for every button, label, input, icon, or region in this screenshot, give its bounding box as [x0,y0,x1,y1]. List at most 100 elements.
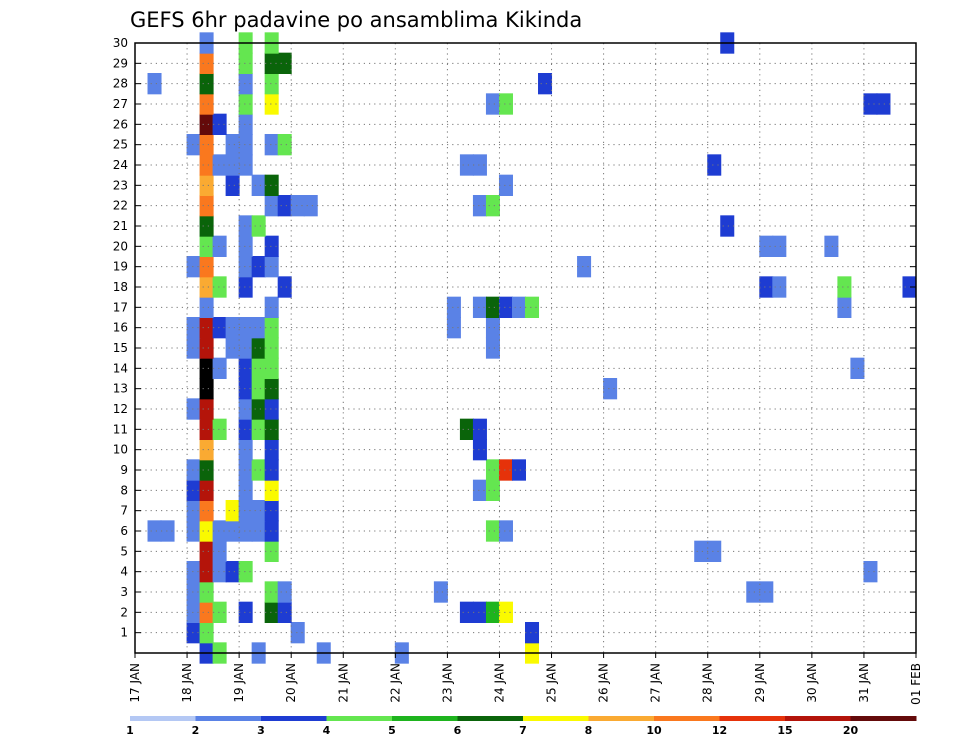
heatmap-cell [303,195,318,217]
x-tick-label: 23 JAN [440,663,454,703]
heatmap-cell [485,337,500,359]
heatmap-cell [199,296,214,318]
heatmap-cell [199,357,214,379]
heatmap-cell [538,73,553,95]
heatmap-cell [264,500,279,522]
heatmap-cell [225,561,240,583]
heatmap-cell [212,113,227,135]
heatmap-cell [199,235,214,257]
heatmap-cell [212,601,227,623]
y-tick-label: 16 [113,321,128,335]
heatmap-cell [485,601,500,623]
heatmap-cell [485,93,500,115]
heatmap-cell [264,418,279,440]
heatmap-cell [199,195,214,217]
y-tick-label: 13 [113,382,128,396]
heatmap-cell [199,418,214,440]
heatmap-cell [759,276,774,298]
y-tick-label: 26 [113,117,128,131]
colorbar-segment [719,716,786,721]
x-tick-label: 25 JAN [545,663,559,703]
y-tick-label: 14 [113,361,128,375]
heatmap-cell [160,520,175,542]
heatmap-cell [498,601,513,623]
heatmap-cell [472,439,487,461]
heatmap-cell [238,337,253,359]
heatmap-cell [251,459,266,481]
heatmap-cell [251,357,266,379]
heatmap-cell [238,357,253,379]
y-tick-label: 23 [113,178,128,192]
heatmap-cell [837,296,852,318]
heatmap-cell [186,134,201,156]
heatmap-cell [511,459,526,481]
colorbar-segment [523,716,589,721]
y-tick-label: 1 [120,626,128,640]
heatmap-cell [264,398,279,420]
colorbar-segment [785,716,851,721]
heatmap-cell [446,296,461,318]
heatmap-cell [264,174,279,196]
y-tick-label: 21 [113,219,128,233]
colorbar-segment [130,716,196,721]
heatmap-cell [264,93,279,115]
heatmap-cell [837,276,852,298]
heatmap-cell [147,520,162,542]
heatmap-cell [186,601,201,623]
dotted-grid [135,43,916,653]
heatmap-cell [525,622,540,644]
heatmap-cell [225,134,240,156]
heatmap-cell [238,256,253,278]
heatmap-cell [694,540,709,562]
heatmap-cell [277,134,292,156]
y-tick-label: 3 [120,585,128,599]
heatmap-cell [212,520,227,542]
y-tick-label: 18 [113,280,128,294]
y-axis: 1234567891011121314151617181920212223242… [113,36,916,640]
colorbar-segment [588,716,655,721]
heatmap-cell [238,93,253,115]
heatmap-cell [251,215,266,237]
heatmap-cell [498,93,513,115]
heatmap-cell [199,378,214,400]
heatmap-cell [186,459,201,481]
colorbar-segment [261,716,327,721]
heatmap-cell [264,540,279,562]
heatmap-cell [772,276,787,298]
y-tick-label: 22 [113,199,128,213]
heatmap-cell [264,439,279,461]
heatmap-cell [238,398,253,420]
heatmap-cell [186,500,201,522]
heatmap-cell [251,520,266,542]
heatmap-cell [824,235,839,257]
heatmap-cell [199,93,214,115]
colorbar-label: 12 [712,724,727,737]
x-tick-label: 18 JAN [180,663,194,703]
heatmap-cell [264,378,279,400]
heatmap-cell [902,276,917,298]
heatmap-cell [485,296,500,318]
heatmap-cell [485,520,500,542]
heatmap-cell [863,561,878,583]
y-tick-label: 15 [113,341,128,355]
heatmap-cell [238,113,253,135]
heatmap-cell [577,256,592,278]
heatmap-cell [238,601,253,623]
y-tick-label: 20 [113,239,128,253]
heatmap-cell [199,622,214,644]
y-tick-label: 11 [113,422,128,436]
heatmap-cell [199,276,214,298]
heatmap-cell [238,418,253,440]
heatmap-cell [212,357,227,379]
colorbar-label: 20 [843,724,859,737]
heatmap-cell [212,540,227,562]
x-tick-label: 27 JAN [649,663,663,703]
y-tick-label: 10 [113,443,128,457]
heatmap-cell [199,459,214,481]
heatmap-cell [485,317,500,339]
heatmap-cell [186,479,201,501]
colorbar-segment [195,716,262,721]
heatmap-cell [186,581,201,603]
heatmap-cell [212,317,227,339]
colorbar-segment [654,716,720,721]
